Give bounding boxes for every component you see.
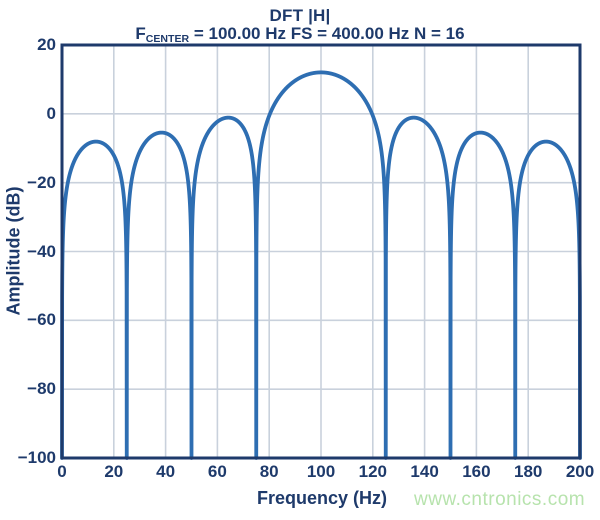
y-tick-label: −60: [27, 310, 56, 330]
plot-frame: [60, 43, 582, 460]
watermark-text: www.cntronics.com: [414, 489, 586, 510]
x-tick-label: 160: [462, 462, 491, 481]
subtitle-center-subscript: CENTER: [145, 32, 190, 45]
x-tick-label: 140: [410, 462, 439, 481]
x-tick-label: 20: [104, 462, 124, 481]
x-tick-label: 0: [57, 462, 67, 481]
subtitle-fcenter-symbol: F: [135, 24, 146, 43]
x-tick-label: 100: [306, 462, 336, 481]
x-axis-title: Frequency (Hz): [256, 488, 388, 508]
chart-title: DFT |H|: [269, 6, 331, 25]
y-tick-label: −20: [27, 172, 56, 192]
y-tick-label: 20: [37, 35, 56, 54]
dft-magnitude-curve: [60, 70, 582, 460]
x-tick-label: 60: [207, 462, 227, 481]
y-tick-label: −80: [27, 379, 56, 399]
y-tick-label: −40: [27, 241, 56, 261]
x-tick-label: 120: [358, 462, 387, 481]
subtitle-parameters-text: = 100.00 Hz FS = 400.00 Hz N = 16: [189, 24, 465, 43]
y-tick-label: 0: [46, 103, 56, 123]
x-tick-label: 80: [259, 462, 279, 481]
x-tick-label: 180: [514, 462, 543, 481]
y-tick-label: −100: [17, 448, 56, 467]
x-tick-label: 40: [156, 462, 176, 481]
chart-subtitle: FCENTER = 100.00 Hz FS = 400.00 Hz N = 1…: [0, 24, 600, 45]
x-tick-label: 200: [565, 462, 595, 481]
grid-lines: [61, 44, 581, 459]
